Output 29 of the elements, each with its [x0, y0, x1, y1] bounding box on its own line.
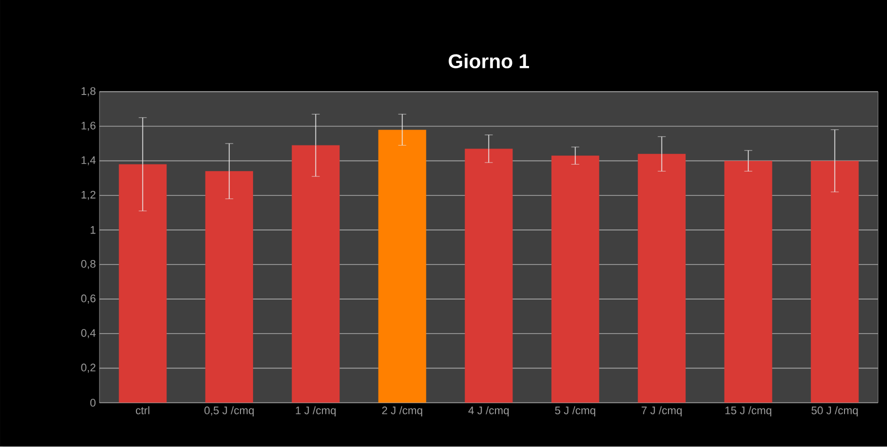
x-tick-label: ctrl — [136, 406, 150, 414]
y-tick-label: 0,2 — [81, 364, 96, 373]
x-tick-label: 0,5 J /cmq — [204, 406, 254, 417]
bar — [464, 148, 513, 403]
bar — [205, 171, 254, 403]
bar — [292, 145, 340, 403]
x-tick-label: 15 J /cmq — [725, 406, 772, 417]
y-tick-label: 0,6 — [81, 294, 96, 304]
bar — [810, 161, 859, 403]
y-tick-label: 1 — [90, 226, 96, 234]
chart-title: Giorno 1 — [448, 54, 530, 68]
bar — [551, 156, 600, 403]
bar — [638, 154, 686, 403]
y-tick-label: 0,4 — [81, 329, 96, 338]
y-tick-label: 1,8 — [82, 87, 96, 96]
x-tick-label: 1 J /cmq — [296, 406, 336, 417]
bar — [724, 161, 772, 403]
y-tick-label: 1,6 — [82, 122, 96, 131]
y-tick-label: 0 — [90, 399, 96, 407]
x-tick-label: 7 J /cmq — [642, 406, 682, 417]
x-tick-label: 4 J /cmq — [468, 406, 509, 417]
bar — [378, 130, 426, 403]
y-tick-label: 0,8 — [81, 260, 96, 270]
x-tick-label: 50 J /cmq — [812, 406, 858, 417]
y-tick-label: 1,2 — [82, 191, 96, 200]
x-tick-label: 5 J /cmq — [555, 406, 596, 417]
x-tick-label: 2 J /cmq — [382, 406, 422, 417]
y-tick-label: 1,4 — [82, 156, 96, 166]
bar — [118, 164, 167, 403]
